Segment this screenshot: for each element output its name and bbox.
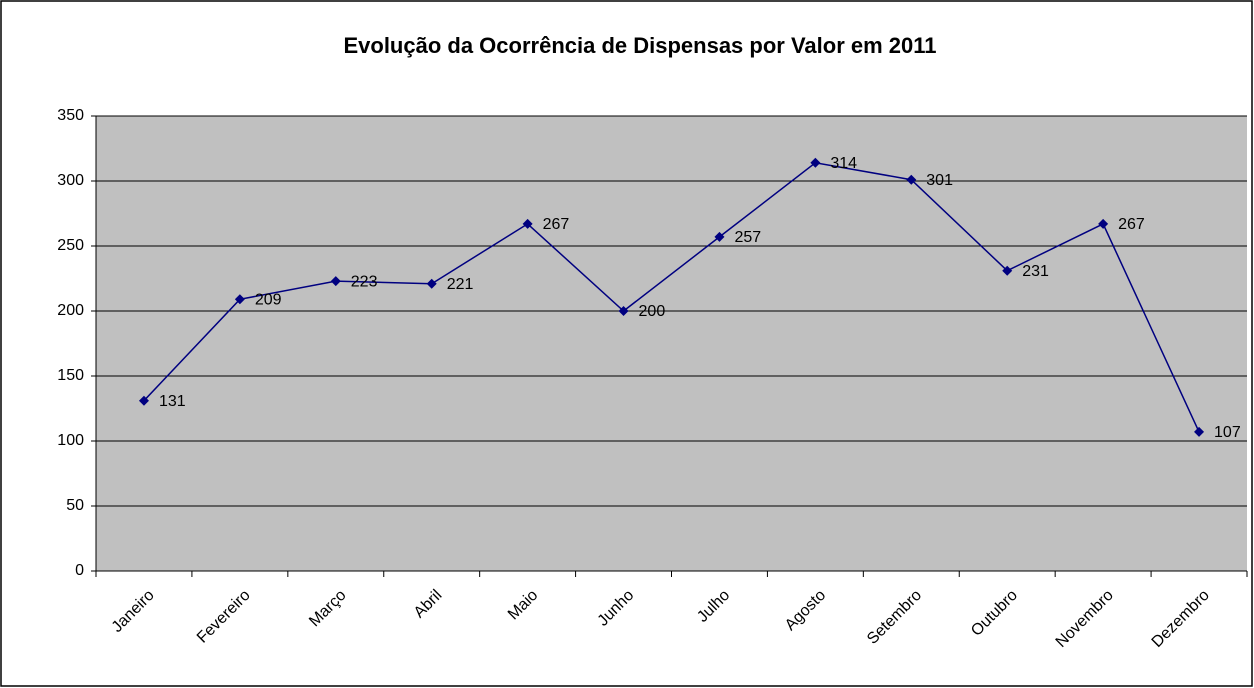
data-label: 267	[543, 216, 570, 233]
data-label: 200	[639, 303, 666, 320]
marker	[1194, 426, 1205, 437]
y-tick-label: 200	[57, 302, 84, 319]
chart-title: Evolução da Ocorrência de Dispensas por …	[343, 33, 936, 58]
y-tick-label: 100	[57, 432, 84, 449]
marker	[522, 218, 533, 229]
marker	[426, 278, 437, 289]
y-tick-label: 50	[66, 497, 84, 514]
y-tick-label: 150	[57, 367, 84, 384]
data-label: 221	[447, 276, 474, 293]
data-label: 223	[351, 273, 378, 290]
plot-area	[96, 116, 1247, 571]
data-label: 231	[1022, 263, 1049, 280]
marker	[618, 306, 629, 316]
marker	[234, 294, 245, 305]
marker	[1002, 265, 1013, 276]
y-tick-label: 350	[57, 107, 84, 124]
marker	[330, 276, 341, 287]
marker	[138, 395, 149, 406]
y-tick-label: 300	[57, 172, 84, 189]
line	[143, 162, 1200, 433]
data-label: 209	[255, 292, 282, 309]
data-label: 257	[734, 229, 761, 246]
marker	[714, 231, 725, 242]
data-label: 131	[159, 393, 186, 410]
y-tick-label: 250	[57, 237, 84, 254]
data-label: 314	[830, 155, 857, 172]
data-label: 301	[926, 172, 953, 189]
y-tick-label: 0	[75, 562, 84, 579]
marker	[906, 174, 917, 185]
marker	[810, 157, 821, 168]
data-label: 107	[1214, 424, 1241, 441]
data-label: 267	[1118, 216, 1145, 233]
marker	[1098, 218, 1109, 229]
